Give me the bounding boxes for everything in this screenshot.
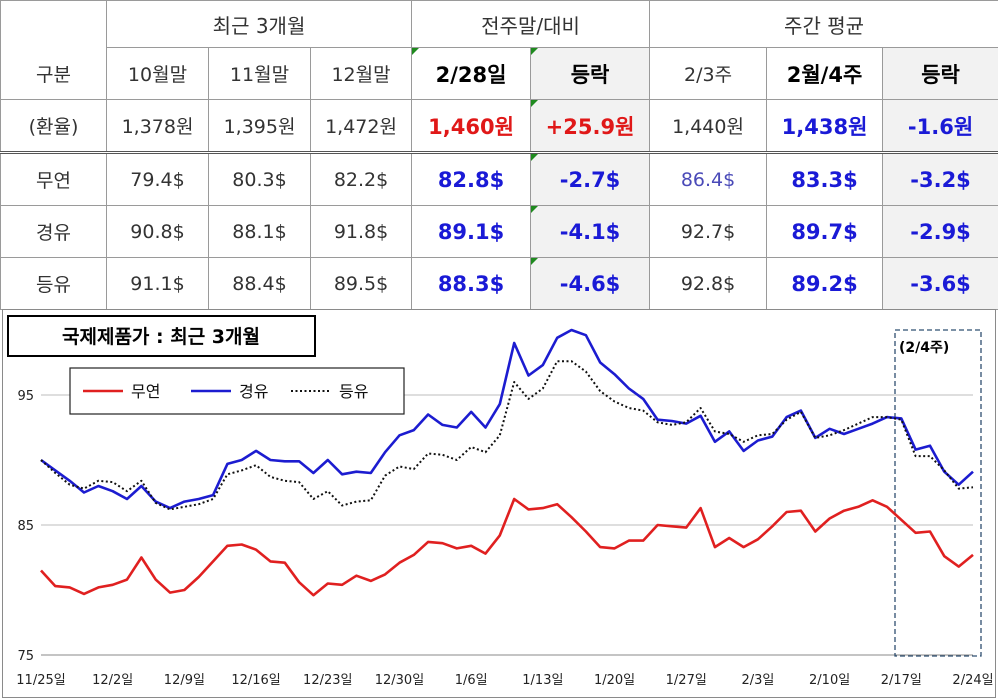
price-table-container: 최근 3개월 전주말/대비 주간 평균 구분 10월말 11월말 12월말 2/… [0,0,998,310]
row-label-diesel: 경유 [0,205,107,258]
x-tick-label: 1/20일 [594,673,635,688]
x-tick-label: 1/27일 [666,673,707,688]
chart-title-box [7,315,316,357]
y-tick-label: 75 [17,649,34,664]
cell-rate-change-weekly: -1.6원 [882,99,998,154]
x-tick-label: 2/10일 [809,673,850,688]
x-tick-label: 12/9일 [164,673,205,688]
series-line-경유 [40,328,974,510]
x-tick-label: 1/13일 [522,673,563,688]
cell-diesel-change-weekly: -2.9$ [882,205,998,258]
header-feb-28: 2/28일 [411,47,532,100]
series-line-등유 [40,360,974,511]
header-dec-end: 12월말 [309,47,413,100]
group-header-recent-3-months: 최근 3개월 [105,0,413,48]
x-tick-label: 2/17일 [881,673,922,688]
header-change-daily: 등락 [530,47,651,100]
series-line-무연 [40,497,974,597]
cell-diesel-week4: 89.7$ [766,205,884,258]
cell-diesel-nov: 88.1$ [208,205,311,258]
cell-rate-nov: 1,395원 [208,99,311,154]
legend: 무연 경유 등유 [69,367,405,415]
cell-kerosene-nov: 88.4$ [208,257,311,310]
cell-kerosene-dec: 89.5$ [309,257,413,310]
cell-kerosene-oct: 91.1$ [106,257,209,310]
group-header-prev-week: 전주말/대비 [411,0,651,48]
row-label-exchange-rate: (환율) [0,99,107,154]
x-tick-label: 2/3일 [741,673,774,688]
x-tick-label: 12/2일 [92,673,133,688]
cell-kerosene-week4: 89.2$ [766,257,884,310]
highlight-week-box [894,329,982,657]
row-label-gasoline: 무연 [0,152,107,206]
x-tick-label: 2/24일 [952,673,993,688]
cell-gasoline-nov: 80.3$ [208,152,311,206]
header-oct-end: 10월말 [106,47,209,100]
legend-label-등유: 등유 [339,382,368,401]
cell-rate-feb28: 1,460원 [411,99,532,154]
cell-gasoline-week3: 86.4$ [649,152,768,206]
cell-diesel-change-daily: -4.1$ [530,205,651,258]
cell-diesel-week3: 92.7$ [649,205,768,258]
header-feb-week4: 2월/4주 [766,47,884,100]
legend-label-무연: 무연 [131,382,160,401]
group-header-weekly-average: 주간 평균 [649,0,998,48]
cell-gasoline-change-daily: -2.7$ [530,152,651,206]
highlight-week-label: (2/4주) [899,340,949,356]
header-nov-end: 11월말 [208,47,311,100]
x-tick-label: 12/30일 [375,673,424,688]
chart-title: 국제제품가 : 최근 3개월 [62,326,260,348]
cell-gasoline-change-weekly: -3.2$ [882,152,998,206]
price-table: 최근 3개월 전주말/대비 주간 평균 구분 10월말 11월말 12월말 2/… [0,0,998,310]
cell-kerosene-feb28: 88.3$ [411,257,532,310]
cell-rate-change-daily: +25.9원 [530,99,651,154]
y-tick-label: 85 [17,519,34,534]
cell-diesel-dec: 91.8$ [309,205,413,258]
cell-gasoline-dec: 82.2$ [309,152,413,206]
cell-gasoline-feb28: 82.8$ [411,152,532,206]
header-blank [0,0,107,48]
cell-rate-week3: 1,440원 [649,99,768,154]
cell-kerosene-change-weekly: -3.6$ [882,257,998,310]
cell-rate-week4: 1,438원 [766,99,884,154]
y-tick-label: 95 [17,389,34,404]
cell-rate-oct: 1,378원 [106,99,209,154]
header-feb-week3: 2/3주 [649,47,768,100]
cell-diesel-feb28: 89.1$ [411,205,532,258]
legend-label-경유: 경유 [239,382,268,401]
cell-gasoline-oct: 79.4$ [106,152,209,206]
header-change-weekly: 등락 [882,47,998,100]
cell-kerosene-change-daily: -4.6$ [530,257,651,310]
header-category: 구분 [0,47,107,100]
row-label-kerosene: 등유 [0,257,107,310]
x-tick-label: 12/23일 [303,673,352,688]
cell-gasoline-week4: 83.3$ [766,152,884,206]
price-chart-panel: 75 85 95 11/25일 12/2일 12/9일 12/16일 12/23일 12/30일… [2,309,996,698]
x-tick-label: 1/6일 [455,673,488,688]
x-tick-label: 12/16일 [231,673,280,688]
legend-box [69,367,405,415]
series-layer [40,328,974,597]
axis-layer: 75 85 95 11/25일 12/2일 12/9일 12/16일 12/23일 12/30일… [16,389,993,688]
cell-rate-dec: 1,472원 [309,99,413,154]
price-chart: 75 85 95 11/25일 12/2일 12/9일 12/16일 12/23일 12/30일… [7,315,994,688]
cell-kerosene-week3: 92.8$ [649,257,768,310]
cell-diesel-oct: 90.8$ [106,205,209,258]
x-tick-label: 11/25일 [16,673,65,688]
